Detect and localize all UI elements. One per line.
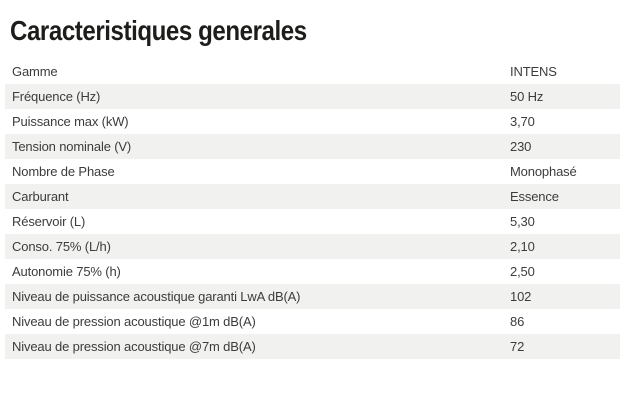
spec-value: 102: [510, 289, 532, 304]
spec-label: Niveau de puissance acoustique garanti L…: [12, 289, 301, 304]
spec-label: Nombre de Phase: [12, 164, 115, 179]
spec-value: 230: [510, 139, 532, 154]
page: { "title": "Caracteristiques generales",…: [0, 16, 620, 416]
spec-label: Tension nominale (V): [12, 139, 132, 154]
spec-value: 5,30: [510, 214, 535, 229]
spec-row: Réservoir (L) 5,30: [5, 209, 620, 234]
spec-value: 72: [510, 339, 525, 354]
section-title: Caracteristiques generales: [10, 15, 307, 46]
spec-row: Niveau de pression acoustique @7m dB(A) …: [5, 334, 620, 359]
spec-value: Monophasé: [510, 164, 577, 179]
spec-value: 2,10: [510, 239, 535, 254]
spec-label: Fréquence (Hz): [12, 89, 101, 104]
spec-row: Conso. 75% (L/h) 2,10: [5, 234, 620, 259]
spec-value: 3,70: [510, 114, 535, 129]
spec-row: Niveau de puissance acoustique garanti L…: [5, 284, 620, 309]
spec-row: Puissance max (kW) 3,70: [5, 109, 620, 134]
spec-label: Niveau de pression acoustique @1m dB(A): [12, 314, 256, 329]
spec-value: 2,50: [510, 264, 535, 279]
spec-row: Fréquence (Hz) 50 Hz: [5, 84, 620, 109]
spec-row: Gamme INTENS: [5, 59, 620, 84]
spec-table: Gamme INTENS Fréquence (Hz) 50 Hz Puissa…: [5, 59, 620, 359]
spec-value: INTENS: [510, 64, 557, 79]
spec-value: 86: [510, 314, 525, 329]
spec-row: Tension nominale (V) 230: [5, 134, 620, 159]
spec-value: 50 Hz: [510, 89, 544, 104]
spec-value: Essence: [510, 189, 559, 204]
spec-row: Nombre de Phase Monophasé: [5, 159, 620, 184]
spec-label: Niveau de pression acoustique @7m dB(A): [12, 339, 256, 354]
spec-label: Carburant: [12, 189, 69, 204]
spec-row: Autonomie 75% (h) 2,50: [5, 259, 620, 284]
spec-row: Carburant Essence: [5, 184, 620, 209]
spec-label: Puissance max (kW): [12, 114, 129, 129]
spec-label: Gamme: [12, 64, 58, 79]
spec-label: Réservoir (L): [12, 214, 86, 229]
spec-row: Niveau de pression acoustique @1m dB(A) …: [5, 309, 620, 334]
spec-label: Conso. 75% (L/h): [12, 239, 111, 254]
spec-label: Autonomie 75% (h): [12, 264, 121, 279]
spec-section: Caracteristiques generales Gamme INTENS …: [0, 16, 620, 416]
